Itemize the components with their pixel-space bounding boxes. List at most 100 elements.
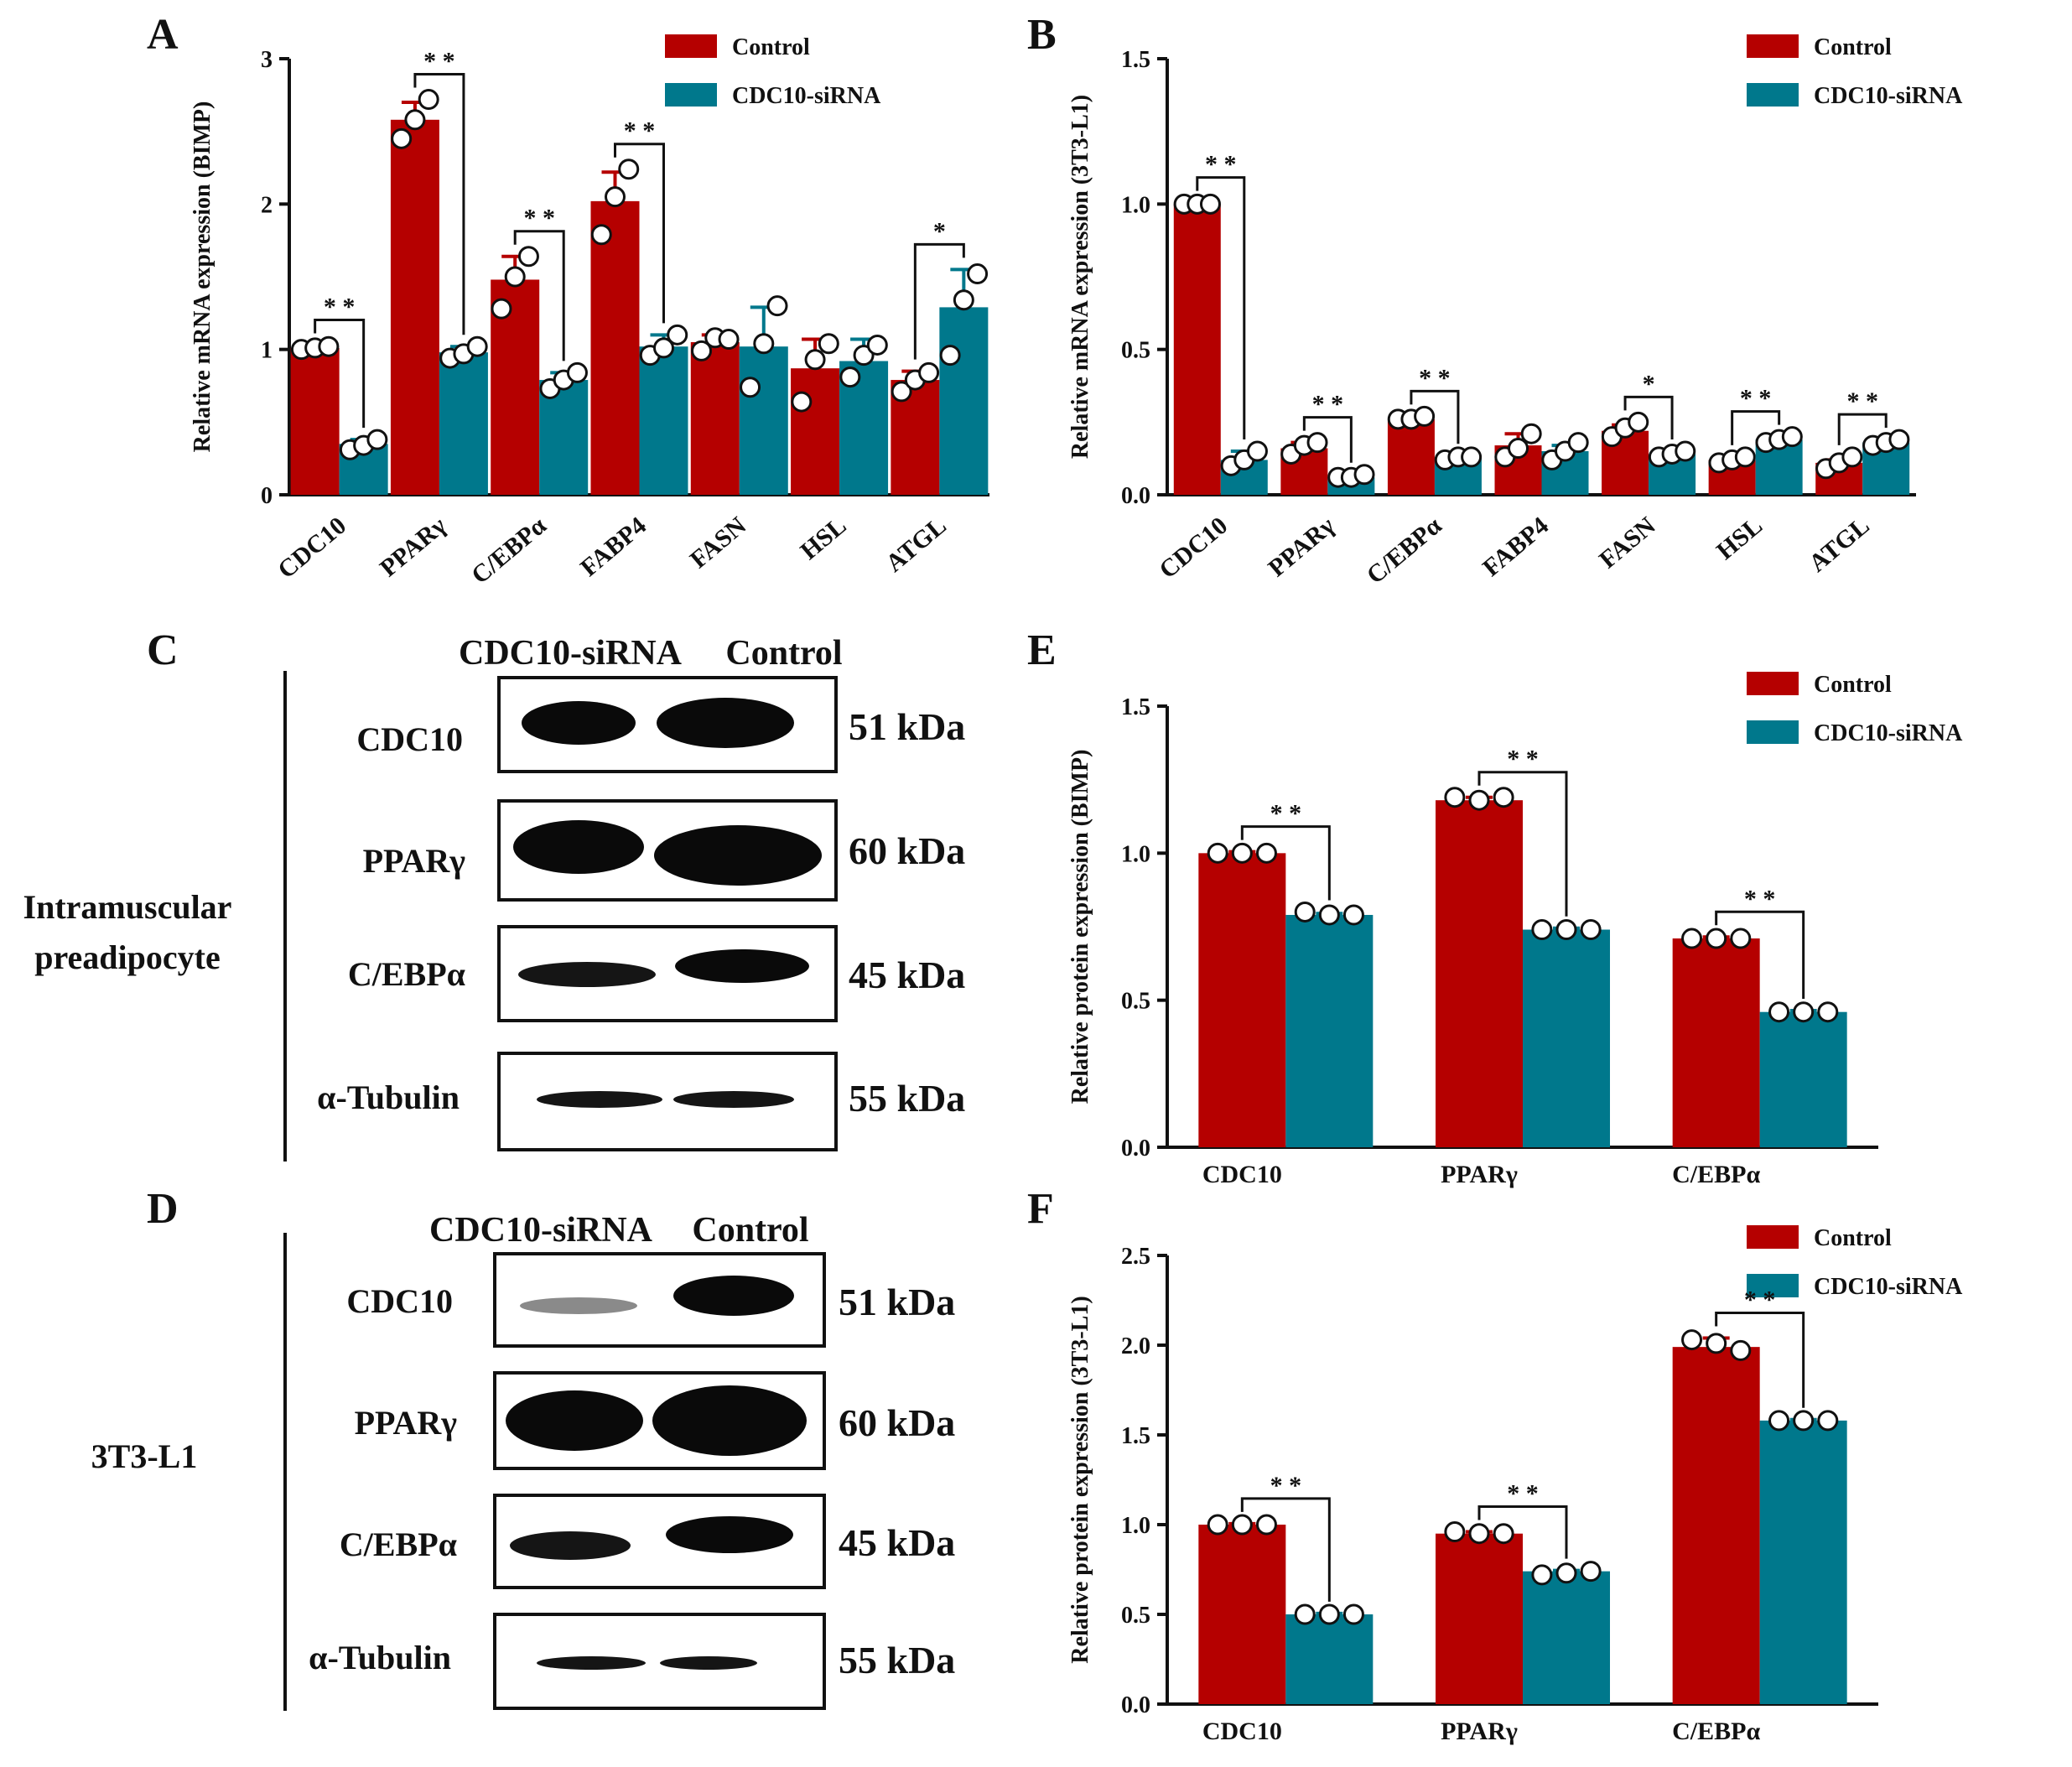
significance-bracket [1302, 416, 1353, 463]
data-point [1730, 1339, 1752, 1361]
data-point [1520, 423, 1542, 444]
data-point [1580, 1561, 1602, 1583]
legend-swatch [665, 83, 717, 107]
data-point [1414, 405, 1436, 427]
y-tick-label: 1.0 [1121, 841, 1150, 867]
significance-bracket [1477, 1505, 1568, 1559]
significance-bracket [913, 242, 965, 360]
blot-d-kda: 51 kDa [839, 1281, 955, 1323]
bar [390, 119, 439, 496]
y-tick-label: 0.0 [1121, 1136, 1150, 1162]
x-category-label: C/EBPα [1672, 1161, 1760, 1188]
blot-d-lane-label-sirna: CDC10-siRNA [429, 1211, 653, 1250]
blot-band [666, 1516, 793, 1553]
legend-label: Control [1814, 34, 1892, 60]
data-point [691, 340, 713, 361]
blot-c-kda: 45 kDa [849, 954, 965, 996]
western-blot-d: 3T3-L1 CDC10-siRNA Control CDC10 51 kDa … [91, 1211, 955, 1711]
blot-band [673, 1091, 794, 1108]
data-point [1768, 1410, 1790, 1432]
significance-bracket [1196, 176, 1246, 439]
blot-band [520, 1297, 637, 1314]
blot-d-kda: 60 kDa [839, 1401, 955, 1444]
blot-d-row-cebp: C/EBPα 45 kDa [340, 1494, 955, 1589]
bar [539, 380, 589, 495]
blot-c-protein-name: PPARγ [363, 842, 466, 880]
significance-label: * * [1205, 151, 1237, 179]
data-point [967, 263, 989, 285]
significance-label: * * [1744, 885, 1776, 912]
bar [1285, 1614, 1374, 1704]
x-category-label: PPARγ [1263, 512, 1340, 582]
blot-band [518, 962, 656, 987]
blot-c-kda: 60 kDa [849, 829, 965, 872]
y-tick-label: 1.5 [1121, 1423, 1150, 1449]
panel-letter-d: D [147, 1185, 179, 1233]
y-tick-label: 0.0 [1121, 1692, 1150, 1718]
data-point [1580, 919, 1602, 941]
western-blot-c: Intramuscular preadipocyte CDC10-siRNA C… [23, 634, 965, 1162]
y-tick-label: 3 [261, 47, 273, 73]
y-tick-label: 0.0 [1121, 483, 1150, 509]
data-point [590, 224, 612, 246]
bar [290, 347, 340, 495]
significance-bracket [1731, 410, 1781, 445]
legend-label: CDC10-siRNA [1814, 1274, 1963, 1300]
data-point [605, 186, 626, 208]
data-point [566, 361, 588, 383]
significance-label: * * [624, 117, 656, 145]
x-category-label: ATGL [880, 512, 952, 578]
data-point [891, 381, 912, 403]
bar [1198, 853, 1286, 1147]
significance-bracket [413, 73, 465, 335]
data-point [491, 298, 512, 320]
bar [1523, 929, 1610, 1147]
blot-c-protein-name: α-Tubulin [317, 1078, 460, 1116]
data-point [1353, 464, 1375, 486]
data-point [839, 366, 861, 388]
data-point [1734, 446, 1756, 468]
significance-label: * * [1270, 800, 1302, 828]
blot-band [673, 1276, 794, 1316]
x-category-label: C/EBPα [1362, 512, 1447, 590]
data-point [1306, 432, 1328, 454]
significance-bracket [1715, 910, 1805, 999]
x-category-label: CDC10 [1154, 512, 1233, 584]
y-tick-label: 1.0 [1121, 1513, 1150, 1539]
blot-c-kda: 51 kDa [849, 705, 965, 748]
x-category-label: FASN [685, 512, 752, 574]
blot-d-kda: 45 kDa [839, 1521, 955, 1564]
blot-band [537, 1656, 646, 1670]
data-point [1468, 789, 1490, 811]
data-point [1493, 1523, 1514, 1545]
significance-bracket [1240, 825, 1331, 901]
blot-c-protein-name: C/EBPα [348, 955, 465, 993]
data-point [1508, 438, 1529, 460]
significance-bracket [1837, 413, 1888, 445]
blot-band [537, 1091, 662, 1108]
x-category-label: FABP4 [575, 512, 652, 582]
blot-d-kda: 55 kDa [839, 1639, 955, 1681]
blot-band [506, 1390, 643, 1451]
significance-label: * * [1740, 385, 1772, 413]
data-point [1793, 1001, 1815, 1023]
significance-label: * * [1507, 746, 1539, 773]
x-category-label: FASN [1594, 512, 1661, 574]
blot-d-row-ppar: PPARγ 60 kDa [355, 1371, 955, 1470]
bar [639, 346, 688, 495]
data-point [667, 324, 688, 346]
legend-swatch [1747, 720, 1799, 744]
y-tick-label: 1.0 [1121, 192, 1150, 218]
data-point [1841, 446, 1863, 468]
bar [1672, 1347, 1760, 1704]
blot-band [675, 949, 809, 983]
legend-swatch [1747, 1274, 1799, 1297]
data-point [1768, 1001, 1790, 1023]
data-point [391, 127, 413, 149]
data-point [1531, 919, 1553, 941]
blot-band [660, 1656, 757, 1670]
data-point [1207, 842, 1228, 864]
data-point [618, 159, 640, 180]
data-point [1461, 446, 1483, 468]
blot-c-cell-label-2: preadipocyte [34, 938, 220, 976]
